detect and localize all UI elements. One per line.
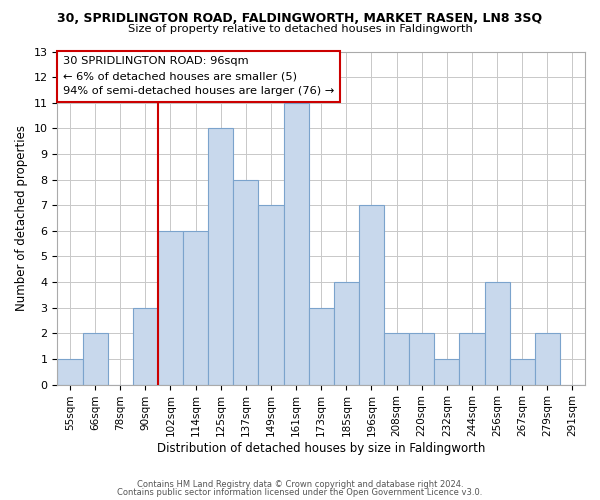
Text: Size of property relative to detached houses in Faldingworth: Size of property relative to detached ho…	[128, 24, 472, 34]
Bar	[485, 282, 509, 384]
Bar	[208, 128, 233, 384]
Bar	[535, 334, 560, 384]
Bar	[308, 308, 334, 384]
Bar	[284, 102, 308, 384]
Bar	[409, 334, 434, 384]
Bar	[334, 282, 359, 384]
Bar	[133, 308, 158, 384]
Bar	[83, 334, 107, 384]
X-axis label: Distribution of detached houses by size in Faldingworth: Distribution of detached houses by size …	[157, 442, 485, 455]
Text: Contains public sector information licensed under the Open Government Licence v3: Contains public sector information licen…	[118, 488, 482, 497]
Text: 30 SPRIDLINGTON ROAD: 96sqm
← 6% of detached houses are smaller (5)
94% of semi-: 30 SPRIDLINGTON ROAD: 96sqm ← 6% of deta…	[62, 56, 334, 96]
Bar	[384, 334, 409, 384]
Bar	[183, 231, 208, 384]
Text: 30, SPRIDLINGTON ROAD, FALDINGWORTH, MARKET RASEN, LN8 3SQ: 30, SPRIDLINGTON ROAD, FALDINGWORTH, MAR…	[58, 12, 542, 26]
Bar	[434, 359, 460, 384]
Y-axis label: Number of detached properties: Number of detached properties	[15, 125, 28, 311]
Text: Contains HM Land Registry data © Crown copyright and database right 2024.: Contains HM Land Registry data © Crown c…	[137, 480, 463, 489]
Bar	[359, 205, 384, 384]
Bar	[233, 180, 259, 384]
Bar	[509, 359, 535, 384]
Bar	[58, 359, 83, 384]
Bar	[158, 231, 183, 384]
Bar	[460, 334, 485, 384]
Bar	[259, 205, 284, 384]
